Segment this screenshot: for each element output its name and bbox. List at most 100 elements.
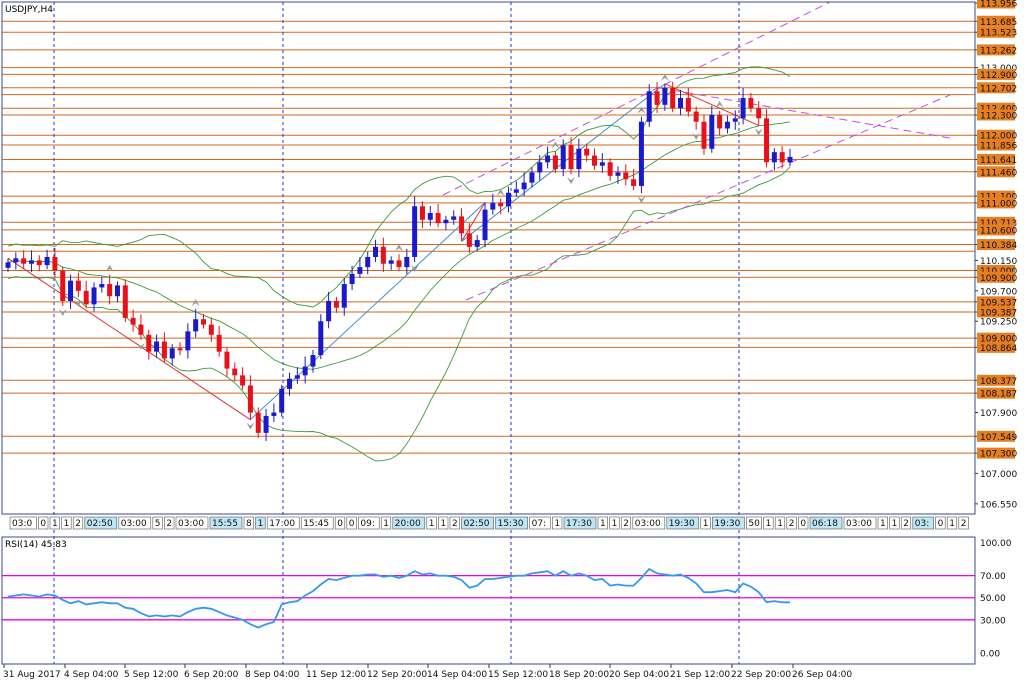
session-tag-box [597, 516, 608, 530]
candle [670, 81, 676, 113]
session-tag: 50 [746, 516, 762, 530]
candle-body [466, 233, 472, 247]
fractal-up-arrow [105, 264, 114, 272]
candle [685, 87, 691, 117]
candle-body [185, 331, 191, 351]
price-tick-badge [977, 332, 1015, 344]
candle-body [490, 202, 496, 210]
candle [193, 309, 199, 338]
session-tag: 03: [912, 516, 934, 530]
session-tag-box [495, 516, 528, 530]
candle [75, 272, 81, 297]
candle-body [599, 162, 605, 166]
price-tick-badge [977, 447, 1015, 459]
price-tick-badge [977, 102, 1015, 114]
price-tick-label: 110.713 [980, 219, 1017, 229]
price-tick-label: 107.549 [980, 433, 1017, 443]
candle [247, 375, 253, 420]
candle [779, 146, 785, 169]
session-tag-box [946, 516, 958, 530]
price-tick: 112.900 [975, 68, 1017, 81]
candle [396, 254, 402, 272]
session-tag-box [912, 516, 934, 530]
session-tag: 2 [72, 516, 84, 530]
fractal-up-arrow [637, 106, 646, 114]
session-tag: 2 [164, 516, 175, 530]
session-tag: 06:18 [809, 516, 843, 530]
price-tick-label: 107.000 [980, 470, 1017, 480]
session-tag-text: 15:55 [212, 519, 238, 529]
period-separators [53, 2, 740, 664]
candle-body [380, 246, 386, 264]
price-tick-label: 109.537 [980, 298, 1017, 308]
candle [357, 256, 363, 278]
price-tick: 110.600 [975, 224, 1017, 236]
candle-body [154, 341, 160, 352]
price-tick-label: 113.523 [980, 29, 1017, 39]
rsi-line [7, 567, 790, 629]
candle [701, 114, 707, 155]
candle [216, 325, 222, 357]
session-tag-text: 0 [337, 519, 343, 529]
session-tag-text: 1 [612, 519, 618, 529]
candle [310, 349, 316, 373]
candle-body [482, 209, 488, 241]
candle-body [263, 415, 269, 433]
candle [599, 153, 605, 173]
price-tick: 108.187 [975, 387, 1017, 400]
session-tag: 1 [889, 516, 900, 530]
session-tag-box [334, 516, 346, 530]
session-tag-text: 02:50 [87, 519, 113, 529]
candle-body [326, 300, 332, 322]
price-tick-badge [977, 68, 1015, 80]
session-tag-text: 1 [949, 519, 955, 529]
session-tag-text: 2 [452, 519, 458, 529]
time-tick-label: 31 Aug 2017 [3, 670, 61, 680]
session-tag-text: 1 [429, 519, 435, 529]
candlesticks [5, 81, 793, 441]
candle-body [302, 366, 308, 376]
candle [678, 89, 684, 116]
price-tick: 112.702 [975, 82, 1017, 94]
candle-body [75, 280, 81, 291]
candle-body [52, 256, 58, 271]
session-tag-text: 2 [75, 519, 81, 529]
session-tag-box [958, 516, 969, 530]
session-tag-box [843, 516, 877, 530]
fractal-down-arrow [692, 132, 701, 140]
session-tag: 2 [958, 516, 969, 530]
session-tag-box [243, 516, 254, 530]
session-tag: 1 [700, 516, 711, 530]
candle [646, 84, 652, 127]
fractal-down-arrow [58, 309, 67, 317]
session-tag-text: 0 [938, 519, 944, 529]
session-tag-text: 03:00 [635, 519, 661, 529]
session-tag: 1 [438, 516, 449, 530]
session-tag-text: 20:00 [395, 519, 421, 529]
candle [482, 202, 488, 248]
candle-body [717, 114, 723, 129]
session-tag: 1 [946, 516, 958, 530]
session-tag-text: 09: [360, 519, 374, 529]
time-tick-label: 15 Sep 12:00 [488, 670, 548, 680]
candle [592, 148, 597, 170]
session-tag-text: 03:00 [121, 519, 147, 529]
session-tag: 1 [597, 516, 608, 530]
fractal-down-arrow [567, 177, 576, 185]
candle-body [693, 111, 699, 122]
candle-body [576, 148, 582, 170]
candle-body [459, 216, 465, 234]
candle-body [44, 256, 50, 266]
candle [756, 101, 762, 126]
candle-body [771, 152, 777, 163]
candle [201, 314, 206, 329]
session-tag-text: 1 [766, 519, 772, 529]
price-tick: 113.956 [975, 0, 1017, 9]
price-tick-badge [977, 154, 1015, 166]
bollinger-upper [7, 66, 791, 308]
price-tick: 111.000 [975, 197, 1017, 209]
candle-body [271, 412, 277, 416]
session-tag-text: 17:00 [269, 519, 295, 529]
price-tick-badge [977, 190, 1015, 202]
candle-body [435, 213, 441, 224]
